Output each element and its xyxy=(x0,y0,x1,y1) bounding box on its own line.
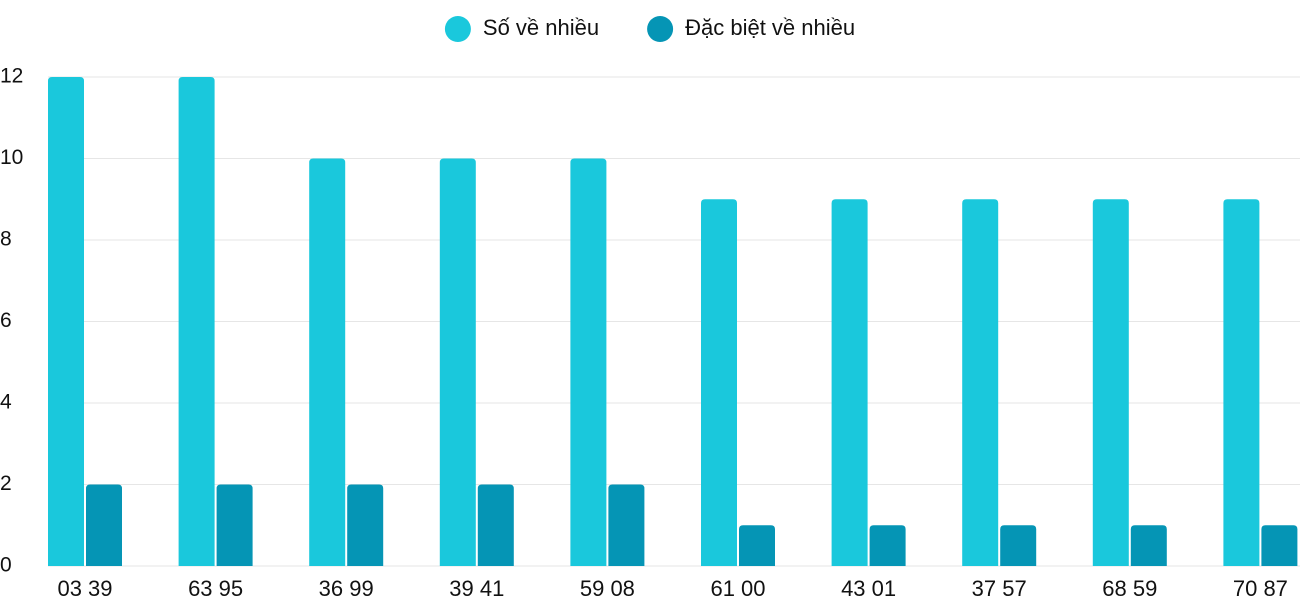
y-tick-label: 4 xyxy=(0,391,12,414)
legend-label: Đặc biệt về nhiều xyxy=(685,15,855,40)
bar xyxy=(1000,525,1037,566)
y-tick-label: 6 xyxy=(0,309,12,332)
bar xyxy=(178,77,215,566)
bar xyxy=(439,158,476,566)
bar xyxy=(48,77,84,566)
bar xyxy=(309,158,346,566)
x-tick-label: 36 99 xyxy=(319,576,374,600)
y-tick-label: 8 xyxy=(0,228,12,251)
y-tick-label: 0 xyxy=(0,554,12,577)
legend-label: Số về nhiều xyxy=(483,15,599,40)
legend-marker xyxy=(444,16,471,42)
y-tick-label: 10 xyxy=(0,146,23,169)
x-tick-label: 39 41 xyxy=(449,576,504,600)
y-tick-label: 12 xyxy=(0,65,23,88)
bar xyxy=(701,199,737,566)
bar xyxy=(477,484,514,566)
bar xyxy=(1261,525,1298,566)
bar xyxy=(86,484,122,566)
x-tick-label: 59 08 xyxy=(580,576,635,600)
bar xyxy=(739,525,775,566)
bar xyxy=(216,484,253,566)
bar xyxy=(962,199,999,566)
x-tick-label: 43 01 xyxy=(841,576,896,600)
x-tick-label: 61 00 xyxy=(710,576,765,600)
x-tick-label: 03 39 xyxy=(57,576,112,600)
bar xyxy=(1130,525,1167,566)
x-tick-label: 68 59 xyxy=(1102,576,1157,600)
bar xyxy=(831,199,868,566)
x-tick-label: 63 95 xyxy=(188,576,243,600)
y-tick-label: 2 xyxy=(0,472,12,495)
x-tick-label: 70 87 xyxy=(1233,576,1288,600)
legend-marker xyxy=(647,16,674,42)
x-tick-label: 37 57 xyxy=(972,576,1027,600)
bar xyxy=(608,484,645,566)
bar xyxy=(869,525,906,566)
bar xyxy=(1092,199,1129,566)
bar xyxy=(1223,199,1260,566)
bar xyxy=(347,484,384,566)
bar xyxy=(570,158,607,566)
